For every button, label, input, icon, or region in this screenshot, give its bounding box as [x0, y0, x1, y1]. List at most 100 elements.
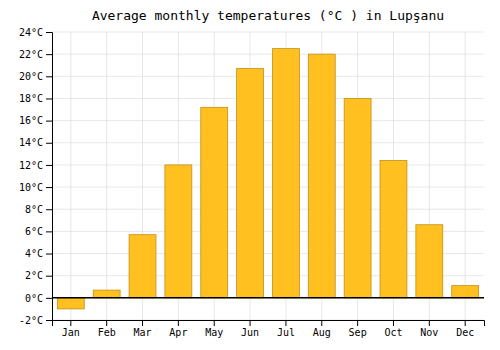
- y-tick: 16°C: [19, 115, 52, 126]
- zero-line: [52, 297, 484, 299]
- tick-mark: [46, 165, 52, 166]
- grid-line: [52, 54, 484, 55]
- tick-label: Nov: [420, 327, 438, 338]
- bar: [308, 54, 335, 298]
- x-tick: Feb: [98, 320, 116, 338]
- tick-mark: [46, 276, 52, 277]
- tick-mark: [106, 320, 107, 326]
- x-tick: Dec: [456, 320, 474, 338]
- tick-mark: [46, 320, 52, 321]
- y-tick: -2°C: [19, 315, 52, 326]
- tick-label: 6°C: [25, 226, 43, 237]
- tick-mark: [142, 320, 143, 326]
- tick-mark: [46, 209, 52, 210]
- tick-mark: [214, 320, 215, 326]
- x-tick: Nov: [420, 320, 438, 338]
- x-tick: Mar: [133, 320, 151, 338]
- bar: [344, 98, 371, 297]
- chart-container: -2°C0°C2°C4°C6°C8°C10°C12°C14°C16°C18°C2…: [0, 0, 500, 350]
- y-tick: 2°C: [25, 270, 52, 281]
- bar: [57, 298, 84, 309]
- y-tick: 18°C: [19, 93, 52, 104]
- tick-label: 18°C: [19, 93, 43, 104]
- tick-mark: [46, 231, 52, 232]
- tick-mark: [46, 187, 52, 188]
- tick-label: 2°C: [25, 270, 43, 281]
- x-tick: Oct: [384, 320, 402, 338]
- tick-label: Oct: [384, 327, 402, 338]
- bars: [57, 49, 478, 309]
- bar: [201, 107, 228, 298]
- tick-mark: [465, 320, 466, 326]
- y-tick: 4°C: [25, 248, 52, 259]
- grid: [52, 32, 484, 320]
- y-tick: 24°C: [19, 27, 52, 38]
- x-tick: May: [205, 320, 223, 338]
- x-tick: Apr: [169, 320, 187, 338]
- tick-label: 14°C: [19, 137, 43, 148]
- tick-mark: [46, 254, 52, 255]
- x-tick: Aug: [313, 320, 331, 338]
- tick-mark: [321, 320, 322, 326]
- tick-label: Aug: [313, 327, 331, 338]
- tick-label: 0°C: [25, 293, 43, 304]
- y-tick: 8°C: [25, 204, 52, 215]
- grid-line: [465, 32, 466, 320]
- y-tick: 6°C: [25, 226, 52, 237]
- tick-mark: [46, 32, 52, 33]
- y-tick: 0°C: [25, 293, 52, 304]
- tick-mark: [178, 320, 179, 326]
- bar: [416, 225, 443, 298]
- bar: [165, 165, 192, 298]
- tick-mark: [46, 143, 52, 144]
- y-tick: 14°C: [19, 137, 52, 148]
- grid-line: [52, 120, 484, 121]
- tick-label: Dec: [456, 327, 474, 338]
- tick-label: Apr: [169, 327, 187, 338]
- grid-line: [52, 76, 484, 77]
- title: Average monthly temperatures (°C ) in Lu…: [92, 8, 444, 23]
- tick-label: Jan: [62, 327, 80, 338]
- grid-line: [70, 32, 71, 320]
- grid-line: [52, 209, 484, 210]
- tick-mark: [429, 320, 430, 326]
- x-tick: Jun: [241, 320, 259, 338]
- x-tick: Jan: [62, 320, 80, 338]
- tick-mark: [46, 121, 52, 122]
- bar: [272, 49, 299, 298]
- tick-mark: [285, 320, 286, 326]
- tick-mark: [46, 98, 52, 99]
- grid-line: [52, 164, 484, 165]
- grid-line: [106, 32, 107, 320]
- tick-mark: [46, 54, 52, 55]
- tick-label: 16°C: [19, 115, 43, 126]
- tick-mark: [70, 320, 71, 326]
- axis-domain: [53, 321, 485, 327]
- x-tick: Sep: [349, 320, 367, 338]
- tick-label: Sep: [349, 327, 367, 338]
- tick-label: 22°C: [19, 49, 43, 60]
- tick-label: 8°C: [25, 204, 43, 215]
- plot: -2°C0°C2°C4°C6°C8°C10°C12°C14°C16°C18°C2…: [19, 27, 485, 338]
- grid-line: [52, 187, 484, 188]
- tick-label: May: [205, 327, 223, 338]
- x-tick: Jul: [277, 320, 295, 338]
- y-tick: 20°C: [19, 71, 52, 82]
- tick-mark: [357, 320, 358, 326]
- tick-label: Jul: [277, 327, 295, 338]
- x-axis: Jan Feb Mar Apr May Jun Jul Aug Sep Oct Nov Dec: [53, 320, 485, 338]
- chart-svg: -2°C0°C2°C4°C6°C8°C10°C12°C14°C16°C18°C2…: [0, 0, 500, 350]
- tick-mark: [46, 76, 52, 77]
- bar: [129, 235, 156, 298]
- y-tick: 10°C: [19, 182, 52, 193]
- tick-label: Mar: [133, 327, 151, 338]
- bar: [237, 69, 264, 298]
- bar: [452, 286, 479, 298]
- tick-mark: [250, 320, 251, 326]
- tick-label: 10°C: [19, 182, 43, 193]
- axis-domain: [46, 33, 53, 321]
- tick-label: Feb: [98, 327, 116, 338]
- y-axis: -2°C0°C2°C4°C6°C8°C10°C12°C14°C16°C18°C2…: [19, 27, 53, 326]
- tick-label: Jun: [241, 327, 259, 338]
- grid-line: [52, 142, 484, 143]
